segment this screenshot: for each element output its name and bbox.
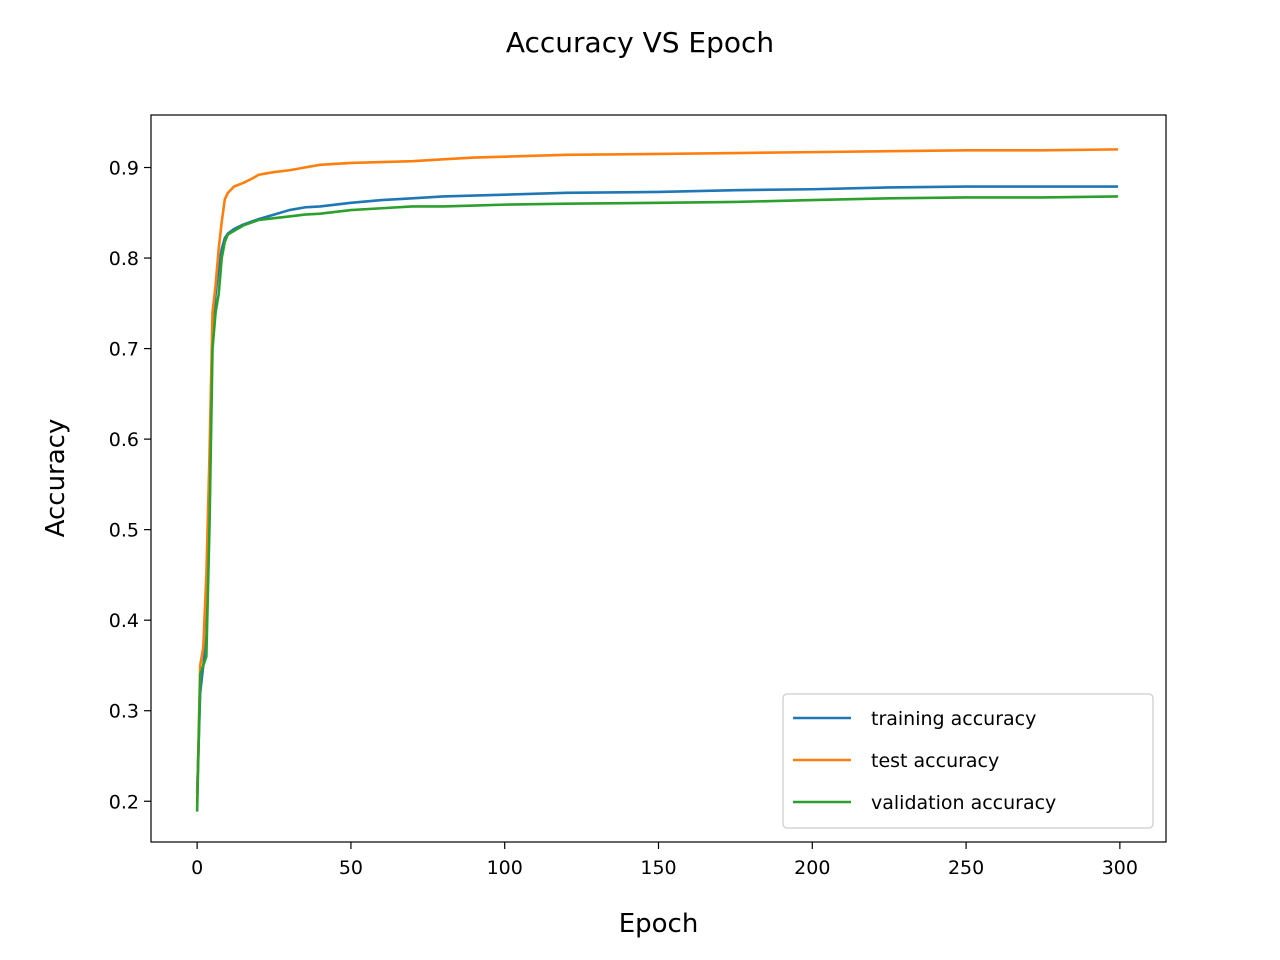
x-tick-label-1: 50 bbox=[339, 857, 363, 879]
x-axis-label: Epoch bbox=[619, 909, 699, 939]
legend-label-0: training accuracy bbox=[871, 708, 1036, 730]
legend: training accuracy test accuracy validation… bbox=[782, 693, 1154, 829]
legend-label-2: validation accuracy bbox=[871, 792, 1056, 814]
series-line-2 bbox=[195, 195, 1119, 812]
x-tick-label-6: 300 bbox=[1102, 857, 1138, 879]
y-tick-label-0: 0.2 bbox=[109, 791, 139, 813]
y-tick-label-5: 0.7 bbox=[109, 339, 139, 361]
y-tick-label-3: 0.5 bbox=[109, 520, 139, 542]
y-tick-label-6: 0.8 bbox=[109, 248, 139, 270]
x-tick-label-3: 150 bbox=[640, 857, 676, 879]
legend-label-1: test accuracy bbox=[871, 750, 999, 772]
x-tick-label-5: 250 bbox=[948, 857, 984, 879]
y-tick-label-1: 0.3 bbox=[109, 701, 139, 723]
x-axis: 0 50 100 150 200 250 300 bbox=[191, 842, 1138, 879]
y-tick-label-4: 0.6 bbox=[109, 429, 139, 451]
x-tick-label-2: 100 bbox=[487, 857, 523, 879]
chart-title: Accuracy VS Epoch bbox=[506, 26, 774, 59]
y-tick-label-7: 0.9 bbox=[109, 158, 139, 180]
legend-box bbox=[782, 693, 1154, 829]
x-tick-label-4: 200 bbox=[794, 857, 830, 879]
y-tick-label-2: 0.4 bbox=[109, 610, 139, 632]
series-line-1 bbox=[195, 148, 1119, 803]
y-axis-label: Accuracy bbox=[41, 419, 71, 538]
y-axis: 0.2 0.3 0.4 0.5 0.6 0.7 0.8 0.9 bbox=[109, 158, 151, 813]
x-tick-label-0: 0 bbox=[191, 857, 203, 879]
